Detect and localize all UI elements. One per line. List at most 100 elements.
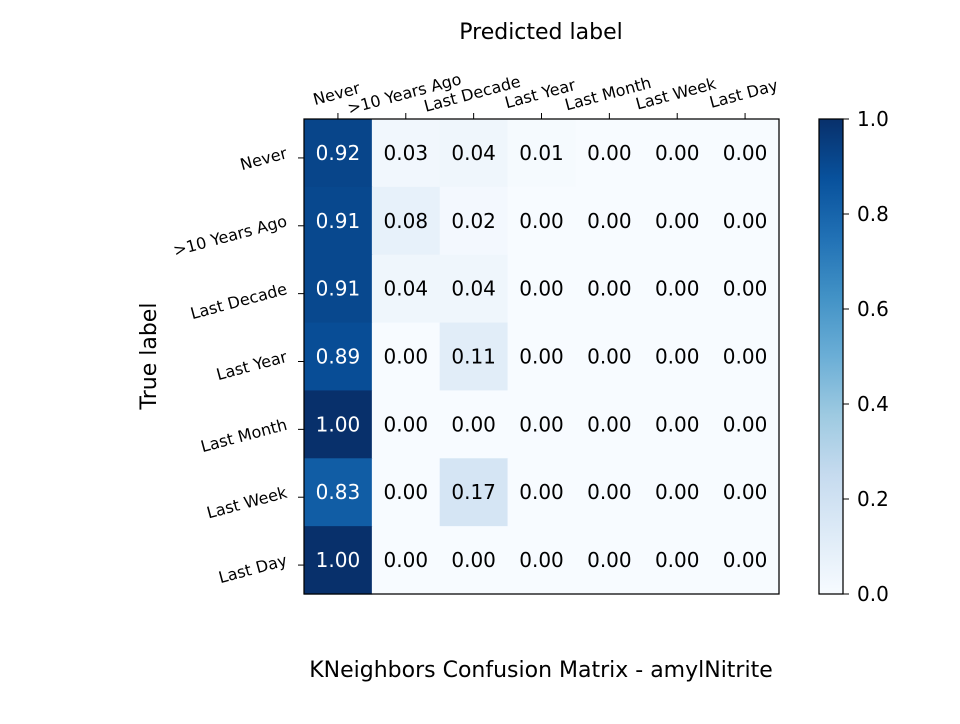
heatmap-cell (711, 254, 780, 324)
cell-value-label: 0.08 (384, 209, 429, 233)
cell-value-label: 0.04 (451, 141, 496, 165)
heatmap-cell (439, 526, 509, 595)
cell-value-label: 0.17 (451, 480, 496, 504)
y-tick-label: Last Week (205, 483, 290, 523)
heatmap-cell (507, 119, 577, 188)
heatmap-cell (711, 390, 780, 459)
cell-value-label: 0.89 (316, 345, 361, 369)
cell-value-label: 0.00 (723, 141, 768, 165)
cell-value-label: 0.00 (587, 209, 632, 233)
cell-value-label: 0.00 (519, 548, 564, 572)
cell-value-label: 0.00 (587, 412, 632, 436)
heatmap-cells (304, 119, 780, 595)
cell-value-label: 0.00 (655, 480, 700, 504)
heatmap-cell (643, 526, 712, 595)
cell-value-label: 0.00 (655, 548, 700, 572)
y-tick-label: Last Decade (188, 279, 289, 323)
heatmap-cell (304, 526, 373, 595)
heatmap-cell (643, 390, 712, 459)
heatmap-cell (711, 186, 780, 256)
cell-value-label: 0.83 (316, 480, 361, 504)
heatmap-cell (371, 119, 441, 188)
cell-value-label: 0.00 (519, 209, 564, 233)
cell-value-label: 0.00 (519, 345, 564, 369)
heatmap-cell (507, 254, 577, 324)
cell-value-label: 0.02 (451, 209, 496, 233)
cell-value-label: 0.00 (655, 209, 700, 233)
heatmap-cell (711, 458, 780, 527)
y-tick-label: Never (238, 143, 289, 174)
heatmap-cell (439, 322, 509, 392)
cell-value-label: 0.00 (723, 209, 768, 233)
heatmap-cell-labels: 0.92 0.03 0.04 0.01 0.00 0.00 0.00 0.91 0.08 0.02… (316, 141, 768, 572)
heatmap-cell (371, 390, 441, 459)
cell-value-label: 0.00 (655, 345, 700, 369)
colorbar-tick-label: 1.0 (857, 107, 889, 131)
heatmap-cell (507, 390, 577, 459)
cell-value-label: 0.00 (519, 480, 564, 504)
y-axis-label: True label (137, 303, 162, 411)
cell-value-label: 0.00 (519, 277, 564, 301)
cell-value-label: 1.00 (316, 548, 361, 572)
cell-value-label: 0.04 (384, 277, 429, 301)
heatmap-cell (371, 458, 441, 527)
cell-value-label: 0.91 (316, 209, 361, 233)
heatmap-cell (507, 322, 577, 392)
cell-value-label: 0.03 (384, 141, 429, 165)
cell-value-label: 0.00 (384, 480, 429, 504)
heatmap-cell (371, 526, 441, 595)
cell-value-label: 0.01 (519, 141, 564, 165)
heatmap-cell (575, 254, 644, 324)
cell-value-label: 0.91 (316, 277, 361, 301)
heatmap-cell (711, 322, 780, 392)
y-tick-label: Last Month (199, 415, 289, 456)
cell-value-label: 0.00 (587, 277, 632, 301)
heatmap-cell (575, 322, 644, 392)
heatmap-cell (575, 390, 644, 459)
heatmap-cell (643, 119, 712, 188)
colorbar-tick-label: 0.2 (857, 487, 889, 511)
x-tick-label: Last Day (707, 75, 780, 111)
y-tick-label: >10 Years Ago (171, 211, 289, 260)
colorbar-ticks: 0.0 0.2 0.4 0.6 0.8 1.0 (843, 107, 889, 606)
heatmap-cell (439, 458, 509, 527)
cell-value-label: 0.00 (723, 412, 768, 436)
chart-title: KNeighbors Confusion Matrix - amylNitrit… (309, 658, 773, 683)
heatmap-cell (371, 254, 441, 324)
heatmap-cell (439, 390, 509, 459)
heatmap-cell (439, 254, 509, 324)
heatmap-cell (643, 186, 712, 256)
heatmap-cell (507, 458, 577, 527)
y-tick-label: Last Day (216, 551, 289, 587)
cell-value-label: 0.00 (655, 141, 700, 165)
heatmap-cell (575, 458, 644, 527)
heatmap-cell (643, 322, 712, 392)
cell-value-label: 0.00 (723, 480, 768, 504)
cell-value-label: 0.00 (519, 412, 564, 436)
cell-value-label: 0.00 (587, 345, 632, 369)
cell-value-label: 0.00 (587, 548, 632, 572)
cell-value-label: 0.00 (451, 548, 496, 572)
cell-value-label: 1.00 (316, 412, 361, 436)
heatmap-cell (643, 458, 712, 527)
heatmap-cell (711, 119, 780, 188)
heatmap-cell (371, 322, 441, 392)
heatmap-cell (371, 186, 441, 256)
heatmap-cell (304, 322, 373, 392)
heatmap-cell (507, 526, 577, 595)
heatmap-cell (711, 526, 780, 595)
heatmap-cell (304, 186, 373, 256)
y-axis-ticks: Never >10 Years Ago Last Decade Last Year La… (171, 143, 304, 587)
cell-value-label: 0.00 (723, 345, 768, 369)
heatmap-cell (575, 186, 644, 256)
heatmap-cell (304, 458, 373, 527)
heatmap-cell (304, 254, 373, 324)
cell-value-label: 0.00 (384, 412, 429, 436)
colorbar-tick-label: 0.4 (857, 392, 889, 416)
cell-value-label: 0.00 (655, 412, 700, 436)
heatmap-cell (304, 119, 373, 188)
cell-value-label: 0.00 (384, 548, 429, 572)
